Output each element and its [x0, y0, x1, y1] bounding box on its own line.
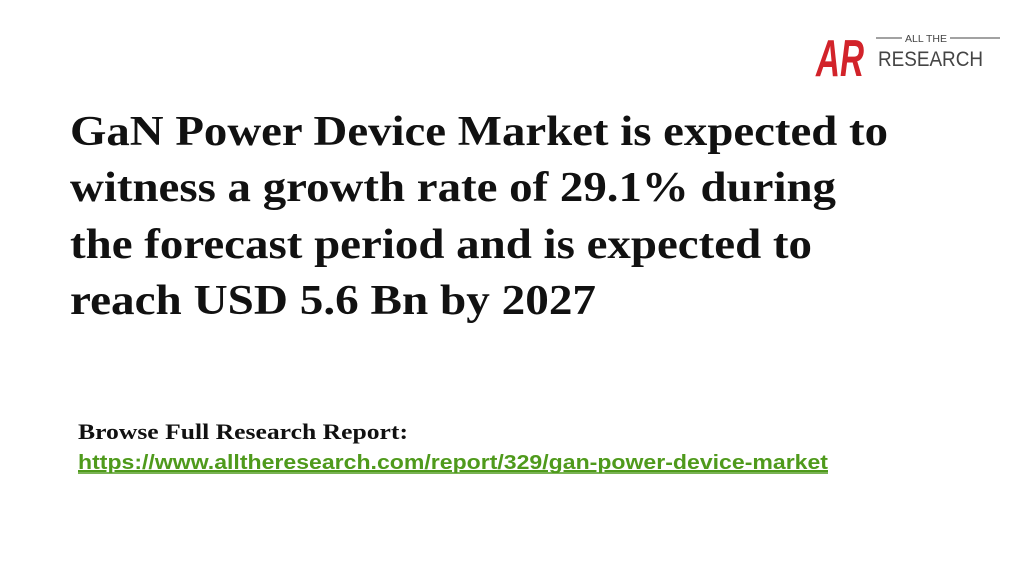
logo-top: ALL THE	[905, 34, 947, 45]
headline-line: witness a growth rate of 29.1% during	[70, 165, 836, 211]
logo: AR ALL THE RESEARCH	[815, 30, 1000, 88]
report-link[interactable]: https://www.alltheresearch.com/report/32…	[78, 452, 828, 474]
logo-mark: AR	[815, 30, 865, 88]
headline-line: the forecast period and is expected to	[70, 222, 812, 268]
headline: GaN Power Device Market is expected to w…	[70, 109, 888, 324]
logo-bottom: RESEARCH	[878, 48, 983, 71]
browse-label: Browse Full Research Report:	[78, 419, 408, 444]
headline-line: reach USD 5.6 Bn by 2027	[70, 278, 596, 324]
headline-line: GaN Power Device Market is expected to	[70, 109, 888, 155]
